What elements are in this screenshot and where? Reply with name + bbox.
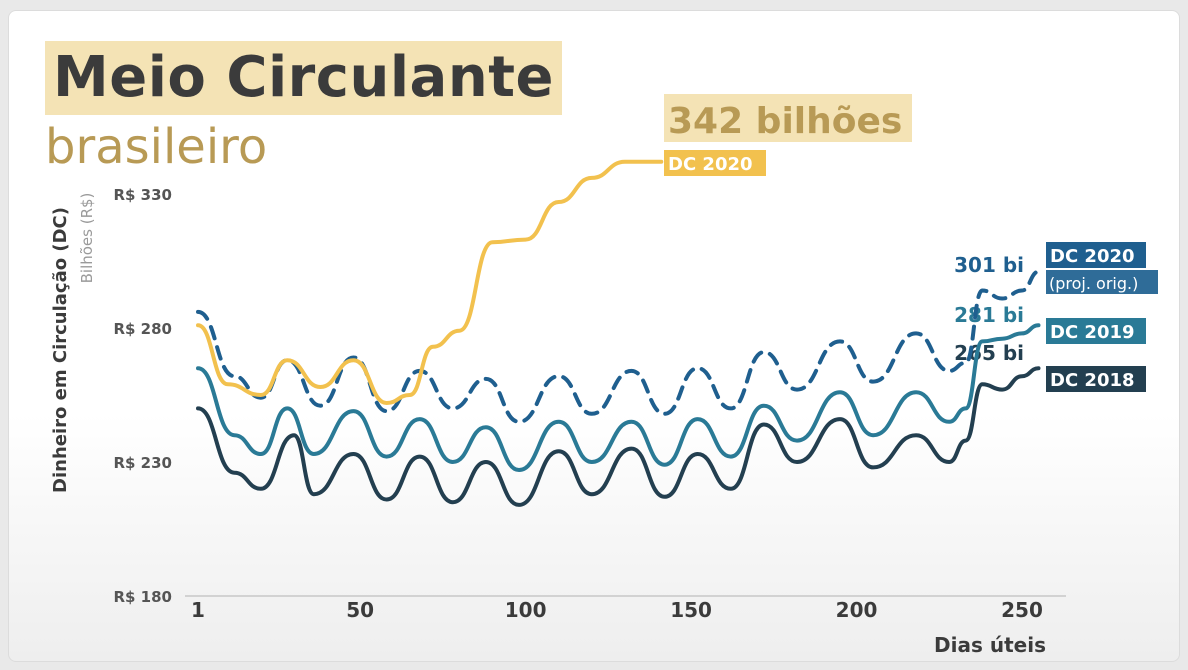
series-line-dc2019 (196, 323, 1041, 472)
chart-card: Meio Circulante brasileiro (8, 10, 1180, 662)
legend-dc2019-label: DC 2019 (1050, 322, 1135, 343)
y-tick-label: R$ 330 (113, 186, 172, 204)
legend-dc2018-bg (1046, 366, 1146, 392)
x-axis-label: Dias úteis (934, 633, 1046, 657)
proj-value-label: 301 bi (954, 253, 1024, 277)
legend-proj-label: DC 2020 (1050, 246, 1135, 267)
chart-title: Meio Circulante (45, 41, 562, 115)
legend-dc2019-bg (1046, 318, 1146, 344)
series-line-dc2020-proj (196, 269, 1041, 424)
series-line-dc2018 (196, 366, 1041, 507)
dc2018-value-label: 265 bi (954, 341, 1024, 365)
x-tick-label: 200 (836, 598, 878, 622)
dc2020-label-bg (664, 150, 766, 176)
y-tick-label: R$ 230 (113, 454, 172, 472)
x-tick-label: 100 (505, 598, 547, 622)
legend-dc2018-label: DC 2018 (1050, 370, 1135, 391)
y-tick-label: R$ 280 (113, 320, 172, 338)
x-tick-label: 150 (670, 598, 712, 622)
dc2019-value-label: 281 bi (954, 303, 1024, 327)
dc2020-label: DC 2020 (668, 154, 753, 175)
legend-proj-note-bg (1046, 270, 1158, 294)
series-line-dc2020 (196, 159, 664, 405)
x-tick-label: 250 (1001, 598, 1043, 622)
y-tick-label: R$ 180 (113, 588, 172, 606)
legend-proj-note: (proj. orig.) (1049, 274, 1138, 293)
y-axis-sublabel: Bilhões (R$) (78, 193, 96, 284)
x-tick-label: 1 (191, 598, 205, 622)
y-axis-label: Dinheiro em Circulação (DC) (50, 207, 71, 493)
headline-value: 342 bilhões (668, 101, 902, 142)
legend-proj-bg (1046, 242, 1146, 268)
headline-highlight (664, 94, 912, 142)
chart-subtitle: brasileiro (45, 119, 268, 175)
x-tick-label: 50 (346, 598, 374, 622)
